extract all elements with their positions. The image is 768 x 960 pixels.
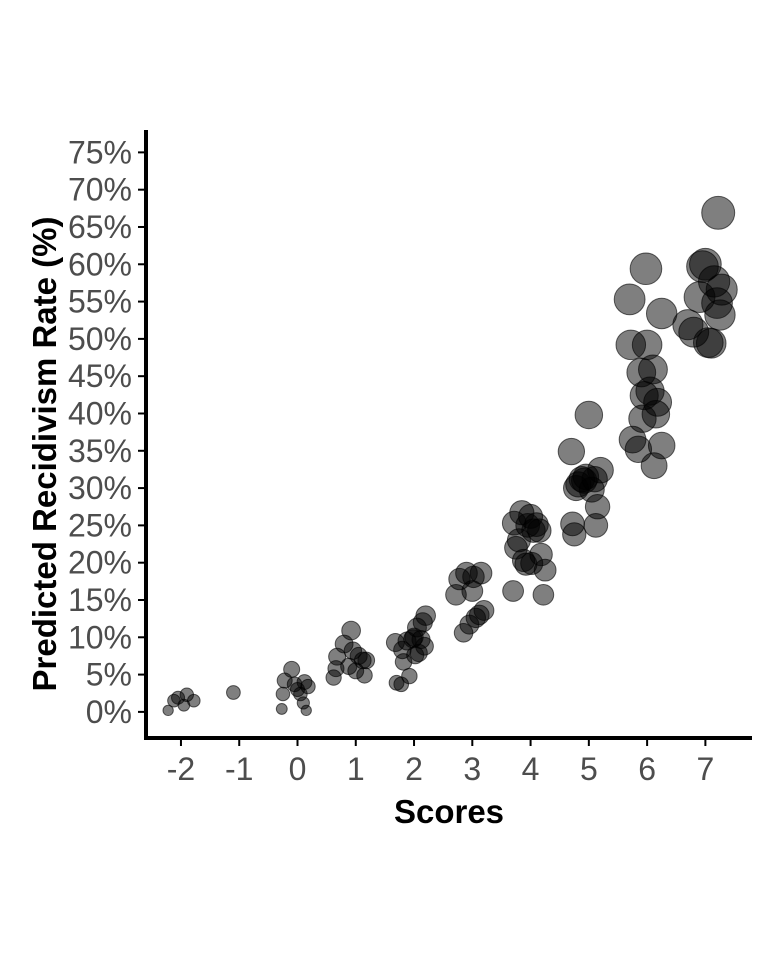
data-point <box>186 693 201 708</box>
data-point <box>629 252 663 286</box>
y-ticks: 0%5%10%15%20%25%30%35%40%45%50%55%60%65%… <box>68 134 146 730</box>
y-tick-label: 10% <box>68 619 132 655</box>
data-point <box>562 522 587 547</box>
data-point <box>341 620 361 641</box>
y-tick-label: 55% <box>68 284 132 320</box>
x-tick-label: 3 <box>463 751 481 787</box>
y-tick-label: 35% <box>68 433 132 469</box>
x-tick-label: 4 <box>522 751 540 787</box>
data-point <box>643 387 673 417</box>
data-point <box>705 273 738 306</box>
y-tick-label: 45% <box>68 358 132 394</box>
data-point <box>401 667 418 685</box>
data-point <box>300 704 312 717</box>
y-axis: 0%5%10%15%20%25%30%35%40%45%50%55%60%65%… <box>68 130 148 740</box>
x-tick-label: 0 <box>289 751 307 787</box>
x-tick-label: 7 <box>696 751 714 787</box>
data-point <box>283 660 301 678</box>
x-axis: -2 -1 0 1 2 3 4 5 6 7 <box>144 736 752 787</box>
x-tick-label: -2 <box>167 751 195 787</box>
y-tick-label: 20% <box>68 545 132 581</box>
data-point <box>533 558 557 582</box>
y-tick-label: 70% <box>68 172 132 208</box>
data-point <box>587 456 614 484</box>
x-axis-title: Scores <box>394 793 504 830</box>
data-point <box>300 678 316 695</box>
y-axis-title: Predicted Recidivism Rate (%) <box>26 217 63 692</box>
y-tick-label: 25% <box>68 507 132 543</box>
data-point <box>275 686 291 702</box>
y-tick-label: 50% <box>68 321 132 357</box>
data-point <box>356 667 373 684</box>
x-ticks: -2 -1 0 1 2 3 4 5 6 7 <box>167 738 714 787</box>
data-point <box>527 518 552 543</box>
x-tick-label: 5 <box>580 751 598 787</box>
y-tick-label: 75% <box>68 134 132 170</box>
data-point <box>584 494 611 520</box>
points-layer <box>162 195 738 717</box>
data-point <box>532 583 555 606</box>
data-point <box>557 437 586 466</box>
data-point <box>631 329 663 361</box>
x-tick-label: 6 <box>638 751 656 787</box>
data-point <box>502 580 524 602</box>
y-tick-label: 65% <box>68 209 132 245</box>
data-point <box>415 605 436 626</box>
y-tick-label: 40% <box>68 395 132 431</box>
data-point <box>638 354 668 385</box>
data-point <box>162 704 174 717</box>
data-point <box>613 283 646 316</box>
data-point <box>275 702 288 715</box>
data-point <box>357 651 376 670</box>
x-tick-label: -1 <box>225 751 253 787</box>
data-point <box>226 685 241 700</box>
data-point <box>695 328 727 359</box>
data-point <box>645 297 678 330</box>
y-tick-label: 60% <box>68 246 132 282</box>
data-point <box>574 400 604 430</box>
y-tick-label: 30% <box>68 470 132 506</box>
data-point <box>701 195 736 230</box>
y-tick-label: 0% <box>86 694 132 730</box>
data-point <box>415 636 434 656</box>
x-tick-label: 2 <box>405 751 423 787</box>
data-point <box>469 561 493 585</box>
y-tick-label: 5% <box>86 657 132 693</box>
data-point <box>647 431 676 460</box>
y-tick-label: 15% <box>68 582 132 618</box>
data-point <box>473 600 495 621</box>
x-tick-label: 1 <box>347 751 365 787</box>
